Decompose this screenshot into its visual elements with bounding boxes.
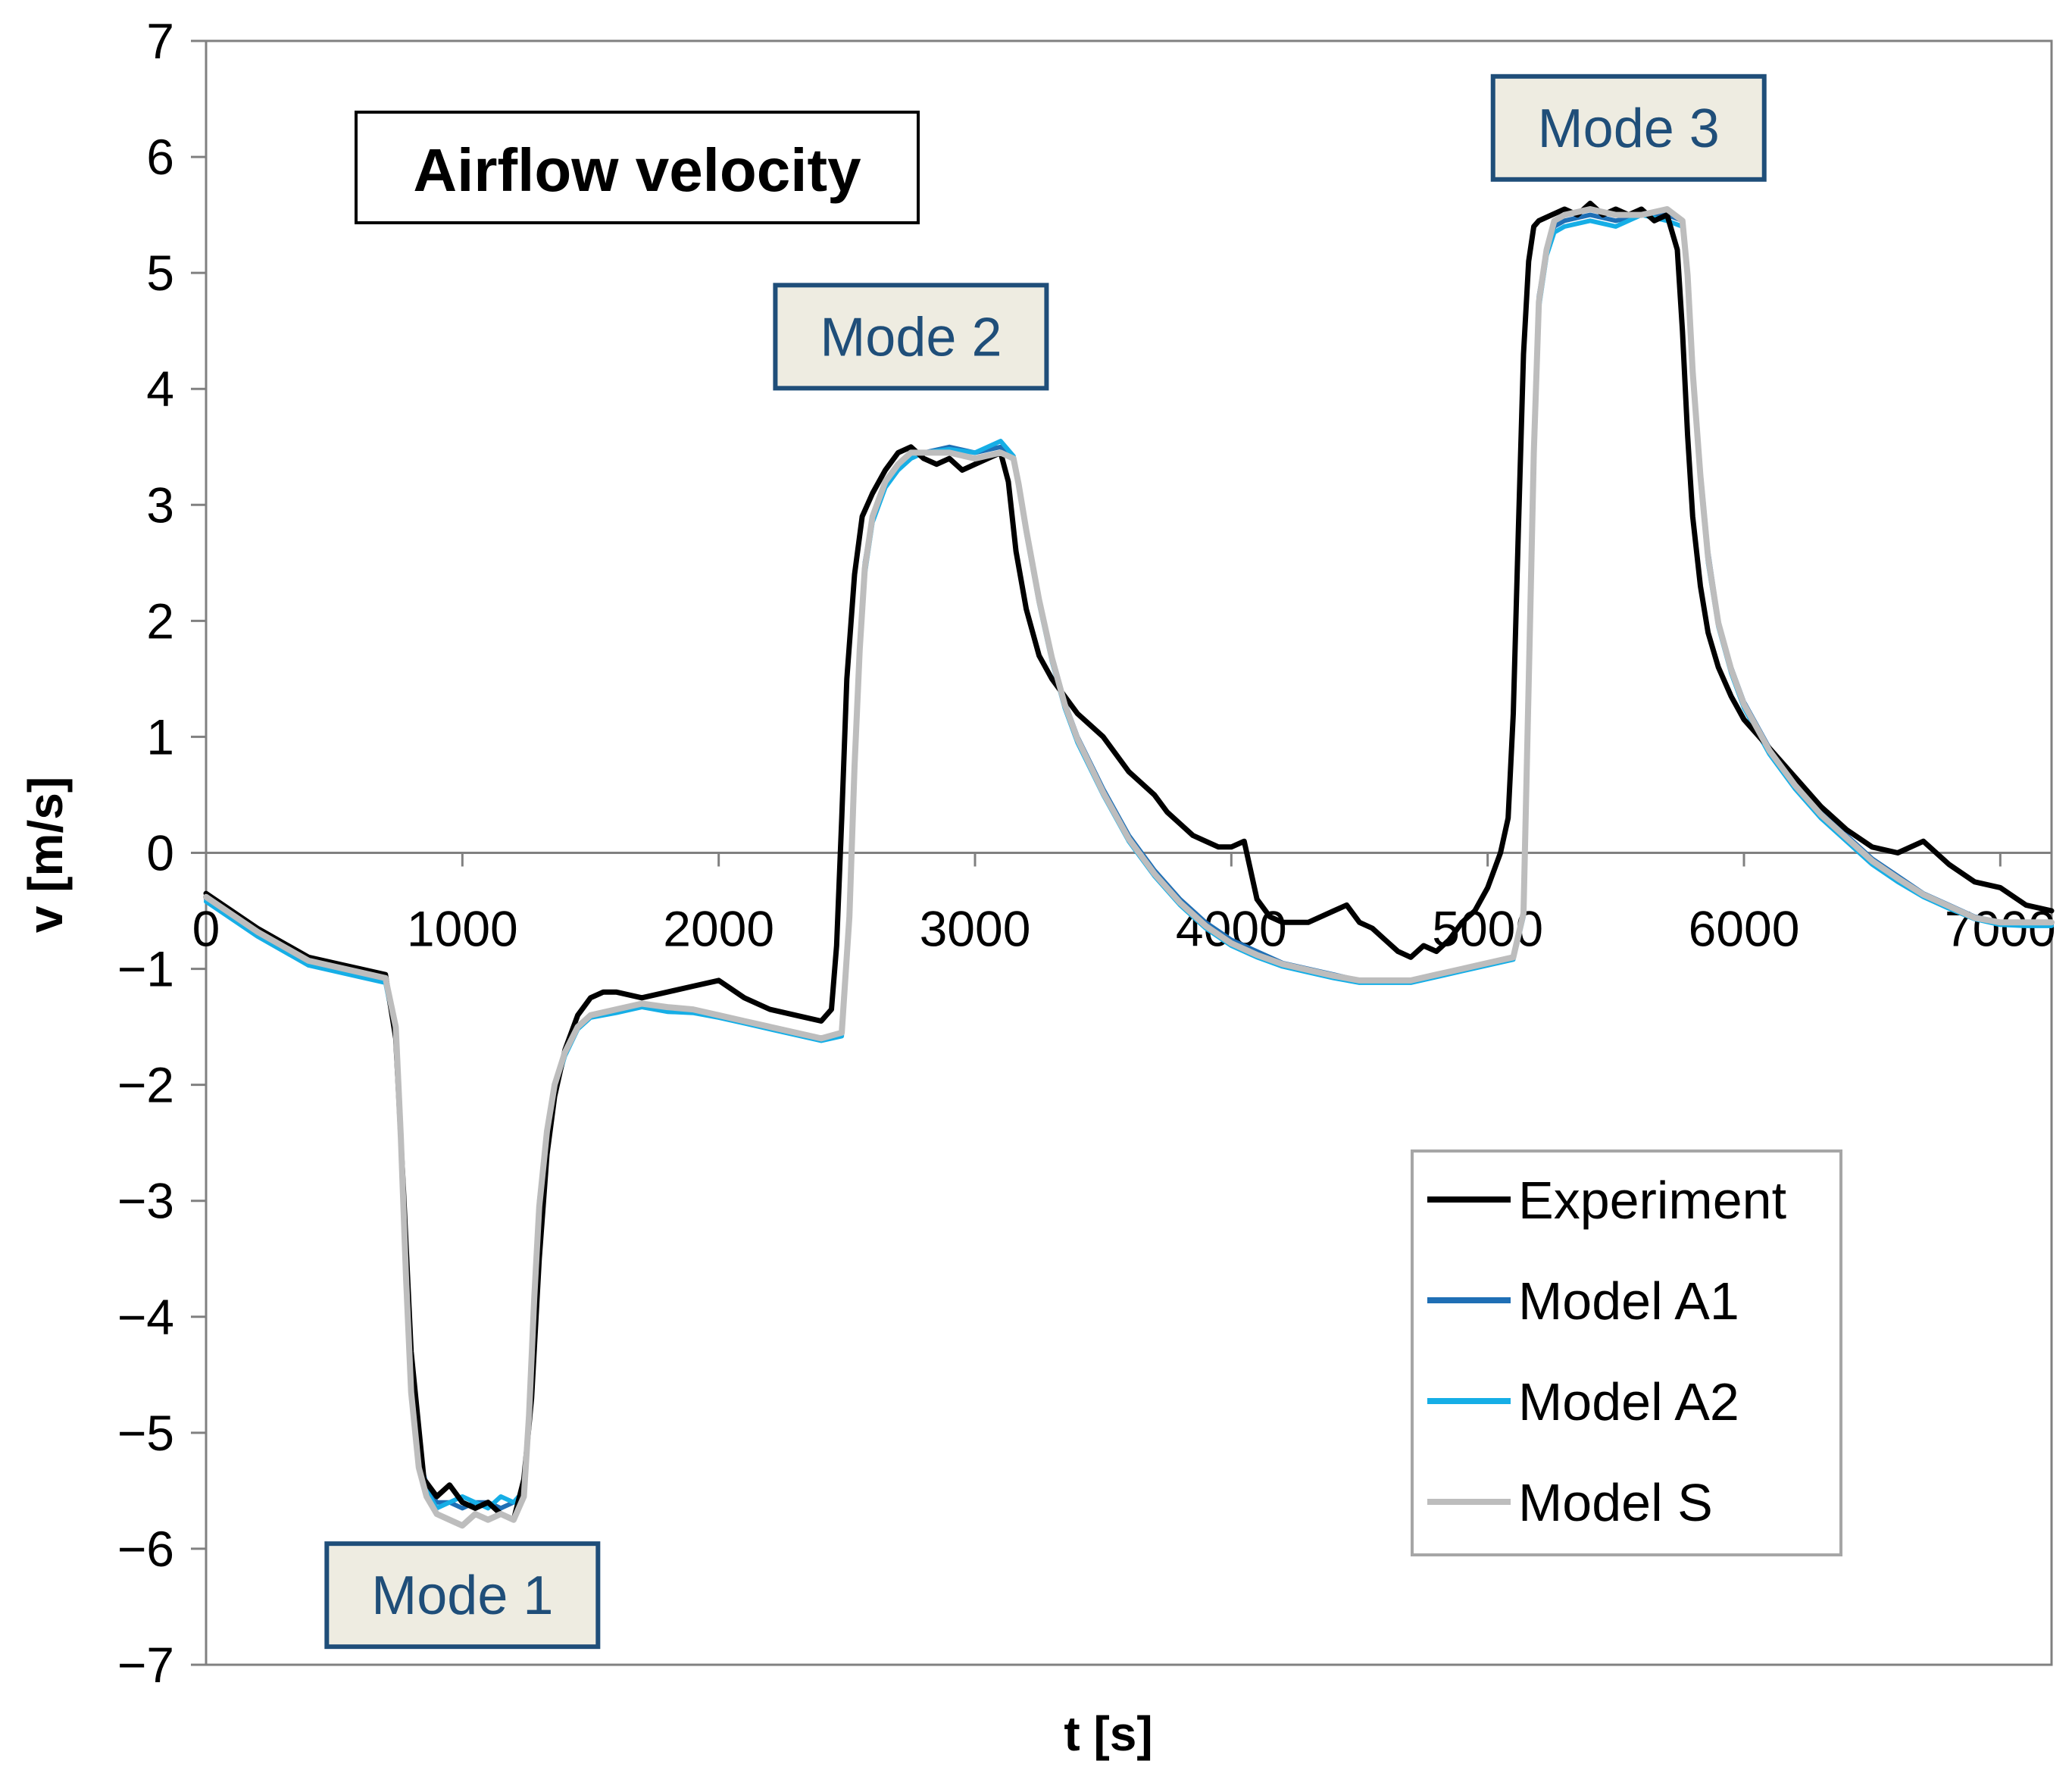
x-tick-label: 1000 <box>407 901 518 957</box>
y-tick-label: −1 <box>117 941 174 997</box>
y-axis-title: v [m/s] <box>18 777 73 933</box>
y-tick-label: 2 <box>146 593 174 649</box>
y-tick-label: −7 <box>117 1637 174 1693</box>
y-tick-label: 6 <box>146 129 174 185</box>
legend: Experiment Model A1 Model A2 Model S <box>1411 1149 1842 1556</box>
mode-annotation: Mode 1 <box>324 1541 601 1650</box>
mode-annotation-label: Mode 3 <box>1538 99 1720 159</box>
y-tick-label: −6 <box>117 1521 174 1577</box>
mode-annotation-box <box>324 1541 601 1650</box>
mode-annotation-label: Mode 1 <box>371 1565 553 1626</box>
legend-label: Model S <box>1518 1473 1713 1532</box>
y-tick-label: −3 <box>117 1173 174 1229</box>
y-tick-label: 5 <box>146 245 174 301</box>
legend-label: Model A1 <box>1518 1271 1739 1331</box>
mode-annotation: Mode 3 <box>1490 74 1767 182</box>
y-axis-ticks <box>191 39 206 1666</box>
legend-label: Model A2 <box>1518 1372 1739 1431</box>
legend-box <box>1411 1149 1842 1556</box>
y-tick-label: −2 <box>117 1057 174 1113</box>
series-layer <box>203 200 2055 1529</box>
mode-annotation-box <box>773 283 1049 391</box>
y-tick-label: −5 <box>117 1405 174 1461</box>
y-tick-label: 1 <box>146 708 174 765</box>
mode-annotation-box <box>1490 74 1767 182</box>
mode-annotation: Mode 2 <box>773 283 1049 391</box>
x-axis-ticks <box>205 852 2002 867</box>
x-tick-label: 6000 <box>1689 901 1800 957</box>
chart-title: Airflow velocity <box>413 136 861 204</box>
chart-title-box: Airflow velocity <box>355 111 920 224</box>
mode-annotations: Mode 1 Mode 2 Mode 3 <box>324 74 1767 1650</box>
y-tick-label: 4 <box>146 361 174 417</box>
x-axis-tick-labels: 0 1000 2000 3000 4000 5000 6000 7000 <box>192 901 2056 957</box>
legend-label: Experiment <box>1518 1171 1786 1230</box>
x-axis-title: t [s] <box>1064 1706 1152 1761</box>
y-axis-tick-labels: 7 6 5 4 3 2 1 0 −1 −2 −3 −4 −5 −6 −7 <box>117 13 174 1693</box>
series-line-model-s <box>203 206 2055 1529</box>
y-tick-label: 3 <box>146 477 174 533</box>
y-tick-label: 7 <box>146 13 174 69</box>
x-tick-label: 2000 <box>663 901 774 957</box>
y-tick-label: −4 <box>117 1289 174 1345</box>
y-tick-label: 0 <box>146 825 174 881</box>
x-tick-label: 3000 <box>920 901 1031 957</box>
mode-annotation-label: Mode 2 <box>820 307 1002 368</box>
